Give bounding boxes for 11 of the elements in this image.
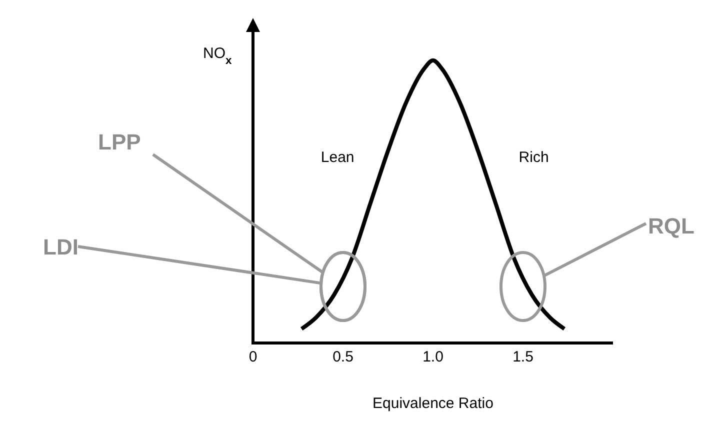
x-tick-label: 1.5 xyxy=(512,348,534,366)
text: RQL xyxy=(648,213,694,238)
annotation: Lean xyxy=(320,149,354,166)
x-tick-label: 1.0 xyxy=(422,348,444,366)
x-tick-label: 0 xyxy=(248,348,258,366)
annotation: Rich xyxy=(518,149,549,166)
x-tick-label: 0.5 xyxy=(332,348,354,366)
text: LPP xyxy=(98,129,141,154)
y-axis-title: NO$_{x}$ xyxy=(203,45,232,67)
x-axis-title: Equivalence Ratio xyxy=(372,395,494,412)
text: LDI xyxy=(43,234,78,260)
